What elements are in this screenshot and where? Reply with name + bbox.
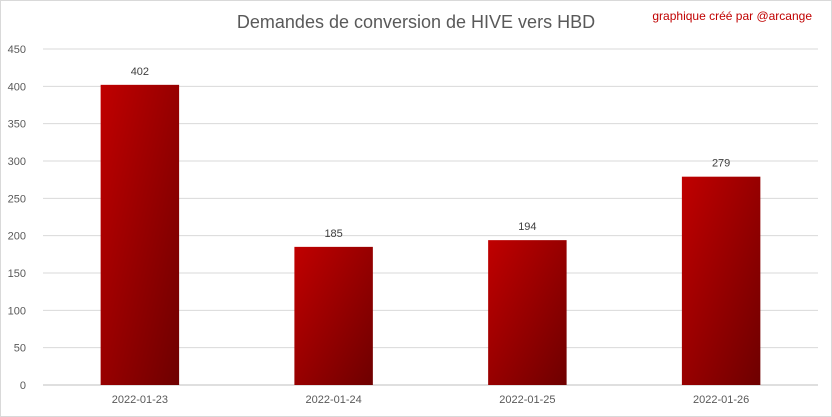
y-tick-label: 100 bbox=[8, 305, 26, 317]
bar bbox=[100, 84, 180, 385]
y-tick-label: 200 bbox=[8, 231, 26, 243]
data-label: 279 bbox=[712, 158, 730, 170]
y-tick-label: 450 bbox=[8, 44, 26, 56]
bar bbox=[488, 240, 567, 385]
chart-title: Demandes de conversion de HIVE vers HBD bbox=[236, 12, 596, 32]
data-label: 185 bbox=[324, 228, 342, 240]
bar bbox=[294, 246, 373, 385]
bar bbox=[681, 176, 761, 385]
x-tick-label: 2022-01-26 bbox=[693, 394, 749, 406]
y-tick-label: 250 bbox=[8, 193, 26, 205]
y-tick-label: 300 bbox=[8, 156, 26, 168]
y-tick-label: 400 bbox=[8, 81, 26, 93]
y-tick-label: 0 bbox=[20, 380, 26, 392]
y-tick-label: 50 bbox=[14, 343, 26, 355]
chart-credit: graphique créé par @arcange bbox=[652, 9, 812, 23]
x-tick-label: 2022-01-25 bbox=[499, 394, 555, 406]
x-tick-label: 2022-01-23 bbox=[112, 394, 168, 406]
y-tick-label: 150 bbox=[8, 268, 26, 280]
x-tick-label: 2022-01-24 bbox=[305, 394, 361, 406]
data-label: 194 bbox=[518, 221, 536, 233]
y-tick-label: 350 bbox=[8, 119, 26, 131]
data-label: 402 bbox=[131, 66, 149, 78]
